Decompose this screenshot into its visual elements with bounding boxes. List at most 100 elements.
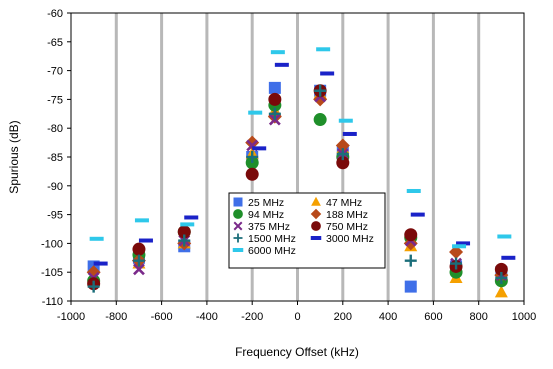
x-tick-label: -600 xyxy=(151,311,173,323)
data-point xyxy=(501,255,516,260)
y-tick-label: -100 xyxy=(41,238,63,250)
data-point xyxy=(342,131,357,136)
y-tick-label: -110 xyxy=(42,296,63,308)
legend-label: 1500 MHz xyxy=(248,233,296,245)
data-point xyxy=(248,110,263,115)
legend-label: 94 MHz xyxy=(248,209,284,221)
x-axis-label: Frequency Offset (kHz) xyxy=(235,345,359,359)
data-point xyxy=(450,257,463,270)
data-point xyxy=(184,215,199,220)
data-point xyxy=(404,254,417,267)
data-point xyxy=(452,244,467,249)
data-point xyxy=(313,113,327,127)
legend-label: 6000 MHz xyxy=(248,245,296,257)
series-3000-mhz xyxy=(93,62,516,266)
legend-item: 3000 MHz xyxy=(310,233,374,245)
data-point xyxy=(406,188,421,193)
legend-marker xyxy=(310,208,322,220)
y-tick-label: -80 xyxy=(47,123,63,135)
legend-label: 25 MHz xyxy=(248,197,284,209)
x-tick-label: -1000 xyxy=(57,311,85,323)
data-point xyxy=(268,92,282,106)
data-point xyxy=(177,225,191,239)
data-point xyxy=(336,148,349,161)
legend-item: 1500 MHz xyxy=(233,233,296,245)
data-point xyxy=(494,262,508,276)
y-tick-label: -105 xyxy=(41,267,63,279)
y-tick-label: -90 xyxy=(47,181,63,193)
legend-item: 375 MHz xyxy=(233,221,290,233)
data-point xyxy=(270,50,285,55)
data-point xyxy=(410,212,425,217)
data-point xyxy=(134,218,149,223)
y-tick-label: -60 xyxy=(47,8,63,20)
legend-marker xyxy=(233,209,243,219)
x-tick-label: 600 xyxy=(424,311,442,323)
data-point xyxy=(93,261,108,266)
legend-marker xyxy=(310,236,322,240)
x-tick-label: -400 xyxy=(196,311,218,323)
data-point xyxy=(132,242,146,256)
y-tick-label: -65 xyxy=(47,37,63,49)
data-point xyxy=(316,47,331,52)
x-tick-label: 1000 xyxy=(512,311,536,323)
data-points xyxy=(86,47,516,298)
x-axis-ticks: -1000 -800 -600 -400 -200 0 200 400 600 800 1000 xyxy=(57,301,536,323)
legend-marker xyxy=(233,197,243,207)
y-axis-label: Spurious (dB) xyxy=(7,120,21,193)
data-point xyxy=(89,236,104,241)
data-point xyxy=(497,234,512,239)
y-tick-label: -75 xyxy=(47,94,63,106)
data-point xyxy=(494,285,508,298)
series-1500-mhz xyxy=(87,84,508,293)
legend-item: 750 MHz xyxy=(311,221,368,233)
legend-item: 6000 MHz xyxy=(232,245,296,257)
x-tick-label: -800 xyxy=(105,311,127,323)
data-point xyxy=(274,62,289,67)
legend-box xyxy=(228,192,386,269)
legend-item: 94 MHz xyxy=(233,209,284,221)
legend-label: 3000 MHz xyxy=(326,233,374,245)
x-tick-label: -200 xyxy=(241,311,263,323)
data-point xyxy=(495,271,508,284)
data-point xyxy=(314,84,327,97)
data-point xyxy=(87,280,100,293)
legend-item: 25 MHz xyxy=(233,197,284,209)
data-point xyxy=(245,135,260,150)
data-point xyxy=(180,222,195,227)
y-tick-label: -85 xyxy=(47,152,63,164)
y-tick-label: -95 xyxy=(47,210,63,222)
data-point xyxy=(138,238,153,243)
y-tick-label: -70 xyxy=(47,66,63,78)
legend-marker xyxy=(232,248,244,252)
x-tick-label: 800 xyxy=(470,311,488,323)
legend-item: 47 MHz xyxy=(311,196,362,209)
y-axis-ticks: -60 -65 -70 -75 -80 -85 -90 -95 -100 -105 -110 xyxy=(41,8,71,308)
data-point xyxy=(252,146,267,151)
data-point xyxy=(268,107,281,120)
data-point xyxy=(133,263,145,276)
data-point xyxy=(456,241,471,246)
data-point xyxy=(245,167,259,181)
data-point xyxy=(449,245,464,260)
data-point xyxy=(268,81,281,94)
legend-marker xyxy=(311,196,321,206)
data-point xyxy=(246,151,259,163)
legend-label: 750 MHz xyxy=(326,221,368,233)
legend-label: 375 MHz xyxy=(248,221,290,233)
x-tick-label: 200 xyxy=(334,311,352,323)
data-point xyxy=(404,280,417,293)
data-point xyxy=(178,234,191,247)
x-tick-label: 0 xyxy=(294,311,300,323)
legend-item: 188 MHz xyxy=(310,208,368,221)
data-point xyxy=(132,254,145,267)
data-point xyxy=(404,228,418,242)
legend-marker xyxy=(233,233,243,243)
x-tick-label: 400 xyxy=(379,311,397,323)
data-point xyxy=(338,118,353,123)
data-point xyxy=(320,71,335,76)
legend-marker xyxy=(311,221,321,231)
legend-marker xyxy=(233,221,243,231)
